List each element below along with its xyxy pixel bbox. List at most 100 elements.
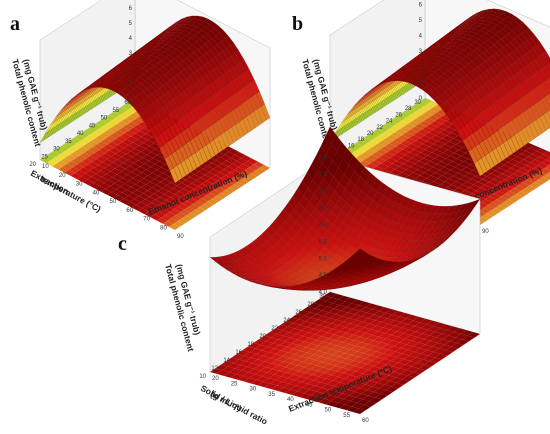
contour-cell [331,397,344,403]
contour-cell [407,346,420,352]
contour-cell [139,178,150,185]
contour-cell [319,398,332,405]
contour-cell [122,189,133,196]
contour-cell [81,173,92,180]
contour-cell [128,106,139,113]
contour-cell [278,361,291,368]
contour-cell [537,176,550,183]
contour-cell [137,187,148,194]
contour-cell [109,147,120,154]
contour-cell [466,178,478,185]
contour-cell [421,324,434,330]
contour-cell [428,167,440,173]
contour-cell [119,162,130,169]
z-tick-label: 0 [129,96,133,102]
contour-cell [169,209,180,216]
contour-cell [129,127,140,134]
z-tick-label: 3 [129,51,133,57]
contour-cell [383,375,396,382]
z-tick-label: 7,5 [319,172,328,178]
contour-cell [221,175,232,182]
contour-cell [347,334,360,341]
contour-cell [455,178,467,185]
contour-cell [160,179,171,186]
contour-cell [542,174,550,180]
contour-cell [171,215,182,222]
contour-cell [130,198,141,205]
contour-cell [134,145,146,152]
contour-cell [423,103,435,110]
contour-cell [137,136,148,143]
contour-cell [207,198,219,205]
contour-cell [387,314,400,321]
contour-cell [414,146,426,153]
contour-cell [92,144,104,151]
contour-cell [285,389,298,395]
contour-cell [188,203,200,210]
contour-cell [490,207,502,214]
contour-cell [77,161,88,168]
contour-cell [210,368,223,374]
contour-cell [275,350,288,357]
contour-cell [444,127,456,133]
contour-cell [297,361,310,368]
contour-cell [84,149,95,156]
contour-cell [372,166,384,173]
contour-cell [342,389,355,396]
x-tick-label: 50 [110,199,117,205]
contour-cell [336,367,350,374]
contour-cell [433,322,446,329]
contour-cell [67,161,78,168]
contour-cell [378,154,390,161]
contour-cell [57,145,68,152]
contour-cell [315,382,328,388]
contour-cell [244,377,257,384]
contour-cell [332,325,345,331]
contour-cell [390,155,402,161]
contour-cell [270,354,283,360]
contour-cell [419,172,431,179]
contour-cell [476,187,488,194]
contour-cell [81,158,93,165]
contour-cell [451,144,463,151]
contour-cell [358,327,371,333]
contour-cell [334,305,347,311]
contour-cell [325,375,339,381]
contour-cell [377,327,390,334]
contour-cell [120,133,132,140]
contour-cell [150,178,161,185]
contour-cell [414,322,427,328]
contour-cell [191,195,202,202]
contour-cell [334,330,347,337]
contour-cell [425,161,438,167]
contour-cell [415,353,429,360]
contour-cell [92,159,103,165]
contour-cell [480,184,492,191]
contour-cell [541,159,550,166]
contour-cell [201,195,213,202]
contour-cell [317,341,330,348]
contour-cell [370,351,384,357]
contour-cell [155,196,166,203]
contour-cell [422,141,434,147]
surface-cell [485,152,495,169]
surface-cell [404,259,416,265]
contour-cell [178,188,190,195]
surface-cell [418,252,430,260]
contour-cell [312,319,325,326]
contour-cell [467,332,480,338]
x-tick-label: 35 [268,392,275,398]
contour-cell [483,205,495,211]
contour-cell [399,338,412,345]
contour-cell [373,143,385,150]
contour-cell [250,354,264,360]
contour-cell [257,381,270,388]
contour-cell [82,179,94,186]
contour-cell [436,333,449,340]
contour-cell [394,316,407,323]
contour-cell [293,371,306,377]
contour-cell [121,168,132,175]
contour-cell [475,173,487,180]
contour-cell [421,164,433,170]
contour-cell [430,158,442,165]
